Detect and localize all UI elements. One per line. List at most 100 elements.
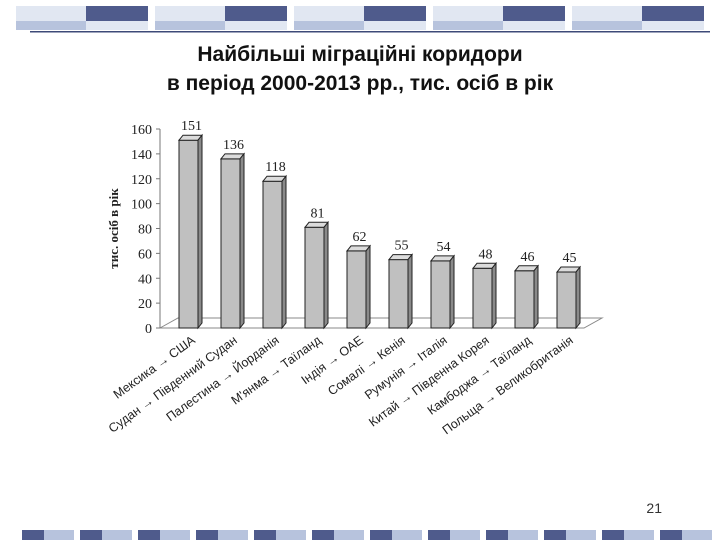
bar-2 [219, 152, 246, 330]
bar-side [575, 265, 581, 330]
band-rule [30, 31, 710, 33]
band-block-light [433, 6, 503, 21]
band-block-light [294, 6, 364, 21]
value-label: 46 [521, 250, 535, 265]
bar-5 [345, 244, 372, 330]
y-tick-label: 160 [131, 123, 152, 138]
band-block-light [16, 6, 86, 21]
bar-front [556, 271, 577, 329]
value-label: 55 [395, 239, 409, 254]
y-tick-label: 40 [138, 272, 152, 287]
bar-front [388, 259, 409, 329]
band-block-light [44, 530, 74, 540]
band-strip-light [433, 21, 503, 30]
band-strip-pale [225, 21, 287, 30]
y-tick-label: 100 [131, 198, 152, 213]
value-label: 118 [265, 160, 285, 175]
band-block-dark [602, 530, 624, 540]
value-label: 136 [223, 138, 244, 153]
bar-10 [555, 265, 582, 330]
bar-front [346, 250, 367, 329]
title-line-1: Найбільші міграційні коридори [197, 43, 523, 66]
value-label: 48 [479, 247, 493, 262]
y-tick-label: 80 [138, 223, 152, 238]
bar-4 [303, 220, 330, 330]
band-strip-light [294, 21, 364, 30]
y-tick-label: 20 [138, 297, 152, 312]
value-label: 54 [437, 240, 451, 255]
band-block-dark [254, 530, 276, 540]
band-block-dark [225, 6, 287, 21]
bar-7 [429, 254, 456, 330]
bar-front [514, 270, 535, 329]
top-decoration-band [16, 6, 710, 33]
band-strip-pale [642, 21, 704, 30]
band-block-dark [660, 530, 682, 540]
band-block-light [572, 6, 642, 21]
value-label: 151 [181, 119, 202, 134]
bar-side [533, 264, 539, 330]
band-block-light [682, 530, 712, 540]
band-block-light [155, 6, 225, 21]
bars [177, 133, 582, 330]
value-label: 62 [353, 230, 367, 245]
y-axis-label: тис. осіб в рік [106, 188, 121, 269]
band-block-light [450, 530, 480, 540]
band-block-light [102, 530, 132, 540]
bar-1 [177, 133, 204, 330]
bar-6 [387, 253, 414, 330]
band-strip-light [572, 21, 642, 30]
bar-8 [471, 261, 498, 330]
band-block-dark [80, 530, 102, 540]
band-block-dark [312, 530, 334, 540]
band-block-dark [428, 530, 450, 540]
band-block-dark [364, 6, 426, 21]
title-line-2: в період 2000-2013 рр., тис. осіб в рік [166, 72, 554, 95]
bar-front [430, 260, 451, 329]
bar-chart: 0 20 40 60 80 100 120 140 160 тис. осіб в рік 151… [106, 119, 604, 437]
band-block-light [160, 530, 190, 540]
bar-side [365, 244, 371, 330]
bar-side [239, 152, 245, 330]
band-block-dark [544, 530, 566, 540]
bar-3 [261, 174, 288, 330]
y-tick-label: 60 [138, 247, 152, 262]
slide-title: Найбільші міграційні коридори в період 2… [0, 40, 720, 98]
bar-side [449, 254, 455, 330]
band-strip-pale [364, 21, 426, 30]
bar-side [281, 174, 287, 330]
y-tick-label: 140 [131, 148, 152, 163]
band-strip-light [16, 21, 86, 30]
band-block-dark [86, 6, 148, 21]
band-block-dark [196, 530, 218, 540]
bottom-decoration-band [22, 530, 712, 540]
bar-side [323, 220, 329, 330]
bar-side [197, 133, 203, 330]
band-block-dark [486, 530, 508, 540]
band-strip-light [155, 21, 225, 30]
band-block-light [508, 530, 538, 540]
bar-side [407, 253, 413, 330]
band-block-light [334, 530, 364, 540]
band-block-dark [138, 530, 160, 540]
band-block-light [624, 530, 654, 540]
band-strip-pale [86, 21, 148, 30]
band-block-light [392, 530, 422, 540]
y-tick-label: 120 [131, 173, 152, 188]
bar-9 [513, 264, 540, 330]
band-block-dark [370, 530, 392, 540]
y-tick-label: 0 [145, 322, 152, 337]
bar-front [262, 180, 283, 329]
band-block-light [218, 530, 248, 540]
band-block-dark [22, 530, 44, 540]
page-number: 21 [646, 500, 662, 516]
value-label: 45 [563, 251, 577, 266]
bar-front [304, 226, 325, 329]
bar-front [472, 267, 493, 329]
bar-side [491, 261, 497, 330]
band-block-light [566, 530, 596, 540]
value-label: 81 [311, 206, 325, 221]
band-block-dark [503, 6, 565, 21]
band-strip-pale [503, 21, 565, 30]
